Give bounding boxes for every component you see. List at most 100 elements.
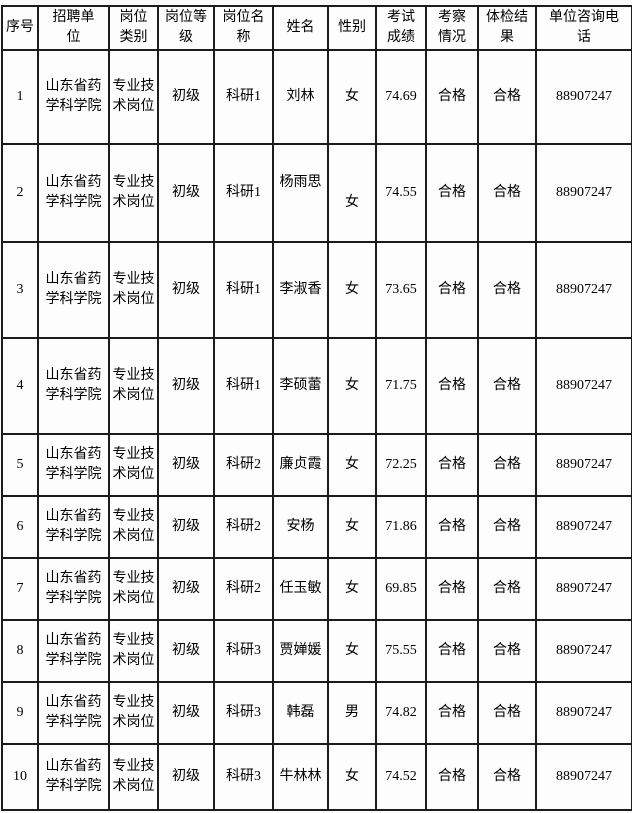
cell-score: 71.86 [375,495,427,559]
cell-score: 75.55 [375,619,427,683]
cell-grade: 初级 [157,337,215,435]
cell-serial: 4 [1,337,39,435]
cell-phone: 88907247 [535,143,632,243]
table-row: 5 山东省药 学科学院 专业技 术岗位 初级 科研2 廉贞霞 女 72.25 合… [1,433,632,497]
table-row: 9 山东省药 学科学院 专业技 术岗位 初级 科研3 韩磊 男 74.82 合格… [1,681,632,745]
cell-grade: 初级 [157,433,215,497]
cell-physical: 合格 [477,143,537,243]
cell-unit: 山东省药 学科学院 [37,619,110,683]
cell-score: 74.55 [375,143,427,243]
cell-grade: 初级 [157,49,215,145]
cell-score: 74.52 [375,743,427,811]
cell-grade: 初级 [157,241,215,339]
cell-serial: 2 [1,143,39,243]
cell-score: 74.82 [375,681,427,745]
table-row: 3 山东省药 学科学院 专业技 术岗位 初级 科研1 李淑香 女 73.65 合… [1,241,632,339]
cell-serial: 10 [1,743,39,811]
header-score: 考试 成绩 [375,5,427,51]
cell-inspection: 合格 [425,495,479,559]
cell-phone: 88907247 [535,337,632,435]
cell-inspection: 合格 [425,681,479,745]
cell-grade: 初级 [157,143,215,243]
header-inspection: 考察 情况 [425,5,479,51]
table-row: 7 山东省药 学科学院 专业技 术岗位 初级 科研2 任玉敏 女 69.85 合… [1,557,632,621]
cell-category: 专业技 术岗位 [108,557,159,621]
cell-name: 廉贞霞 [272,433,329,497]
cell-category: 专业技 术岗位 [108,49,159,145]
cell-unit: 山东省药 学科学院 [37,495,110,559]
cell-physical: 合格 [477,681,537,745]
cell-phone: 88907247 [535,495,632,559]
table-row: 2 山东省药 学科学院 专业技 术岗位 初级 科研1 杨雨思 女 74.55 合… [1,143,632,243]
table-row: 8 山东省药 学科学院 专业技 术岗位 初级 科研3 贾婵媛 女 75.55 合… [1,619,632,683]
cell-name: 任玉敏 [272,557,329,621]
cell-inspection: 合格 [425,337,479,435]
table-row: 10 山东省药 学科学院 专业技 术岗位 初级 科研3 牛林林 女 74.52 … [1,743,632,811]
cell-post: 科研2 [213,495,274,559]
cell-category: 专业技 术岗位 [108,241,159,339]
header-gender: 性别 [327,5,377,51]
cell-inspection: 合格 [425,241,479,339]
cell-gender: 女 [327,619,377,683]
cell-name: 牛林林 [272,743,329,811]
cell-unit: 山东省药 学科学院 [37,743,110,811]
cell-category: 专业技 术岗位 [108,143,159,243]
cell-score: 72.25 [375,433,427,497]
cell-serial: 8 [1,619,39,683]
cell-name: 杨雨思 [272,143,329,243]
cell-post: 科研1 [213,49,274,145]
cell-category: 专业技 术岗位 [108,743,159,811]
cell-category: 专业技 术岗位 [108,433,159,497]
cell-gender: 女 [327,337,377,435]
cell-gender: 女 [327,495,377,559]
cell-phone: 88907247 [535,557,632,621]
cell-name: 贾婵媛 [272,619,329,683]
cell-serial: 1 [1,49,39,145]
cell-post: 科研1 [213,143,274,243]
cell-name: 刘林 [272,49,329,145]
cell-category: 专业技 术岗位 [108,495,159,559]
cell-physical: 合格 [477,495,537,559]
cell-phone: 88907247 [535,619,632,683]
cell-score: 73.65 [375,241,427,339]
cell-gender: 男 [327,681,377,745]
cell-unit: 山东省药 学科学院 [37,433,110,497]
cell-serial: 5 [1,433,39,497]
cell-score: 74.69 [375,49,427,145]
cell-phone: 88907247 [535,241,632,339]
cell-category: 专业技 术岗位 [108,619,159,683]
cell-phone: 88907247 [535,433,632,497]
cell-score: 69.85 [375,557,427,621]
cell-gender: 女 [327,49,377,145]
cell-post: 科研3 [213,681,274,745]
cell-post: 科研3 [213,619,274,683]
cell-unit: 山东省药 学科学院 [37,681,110,745]
cell-inspection: 合格 [425,49,479,145]
cell-name: 韩磊 [272,681,329,745]
cell-post: 科研3 [213,743,274,811]
cell-grade: 初级 [157,495,215,559]
cell-gender: 女 [327,743,377,811]
cell-post: 科研2 [213,557,274,621]
header-physical: 体检结 果 [477,5,537,51]
cell-name: 安杨 [272,495,329,559]
cell-serial: 6 [1,495,39,559]
cell-name: 李硕蕾 [272,337,329,435]
cell-inspection: 合格 [425,743,479,811]
cell-physical: 合格 [477,557,537,621]
cell-serial: 7 [1,557,39,621]
cell-inspection: 合格 [425,143,479,243]
cell-unit: 山东省药 学科学院 [37,143,110,243]
cell-physical: 合格 [477,743,537,811]
cell-score: 71.75 [375,337,427,435]
cell-phone: 88907247 [535,681,632,745]
cell-inspection: 合格 [425,557,479,621]
cell-physical: 合格 [477,241,537,339]
cell-gender: 女 [327,433,377,497]
table-row: 6 山东省药 学科学院 专业技 术岗位 初级 科研2 安杨 女 71.86 合格… [1,495,632,559]
table-row: 4 山东省药 学科学院 专业技 术岗位 初级 科研1 李硕蕾 女 71.75 合… [1,337,632,435]
header-phone: 单位咨询电 话 [535,5,632,51]
header-post: 岗位名 称 [213,5,274,51]
cell-serial: 3 [1,241,39,339]
cell-inspection: 合格 [425,619,479,683]
